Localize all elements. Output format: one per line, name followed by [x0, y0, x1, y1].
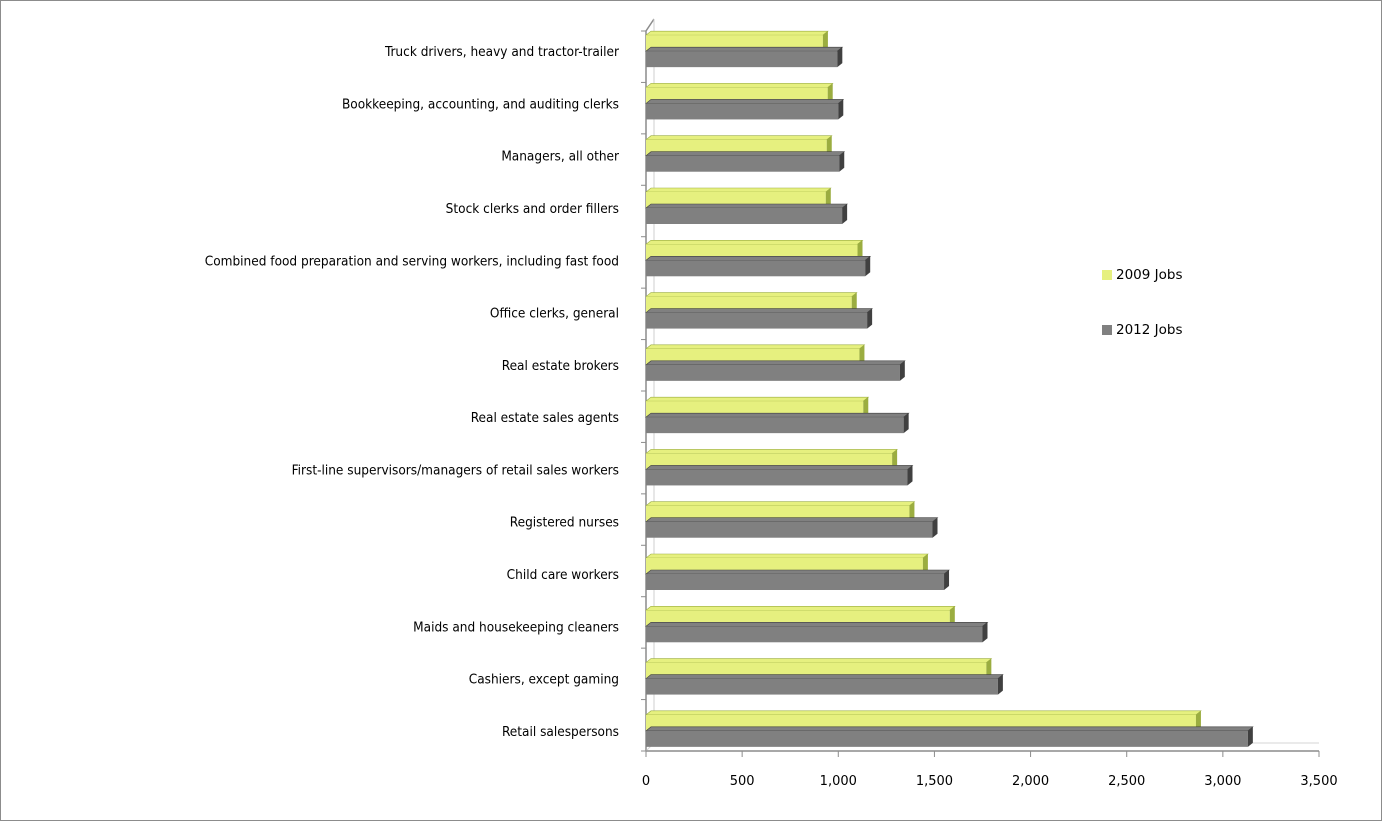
- bar-2012-7-side: [899, 360, 905, 381]
- bar-2012-6: [646, 417, 904, 434]
- bar-2012-10: [646, 208, 843, 224]
- bar-2012-12-top: [645, 99, 845, 104]
- bar-2012-10-side: [842, 204, 848, 224]
- bar-2009-8-side: [851, 292, 857, 313]
- legend-label-2012: 2012 Jobs: [1116, 322, 1183, 338]
- bar-2012-3: [646, 574, 945, 590]
- bar-2012-8-side: [867, 308, 873, 329]
- x-tick-label: 500: [730, 774, 755, 789]
- category-label: First-line supervisors/managers of retai…: [292, 462, 619, 478]
- bar-2009-7-side: [859, 344, 865, 365]
- bar-2012-12: [646, 103, 839, 120]
- bar-2009-2-side: [949, 606, 955, 627]
- category-label: Managers, all other: [501, 149, 619, 165]
- x-tick-label: 0: [642, 774, 650, 789]
- category-label: Combined food preparation and serving wo…: [205, 253, 619, 269]
- x-tick-label: 1,500: [916, 774, 953, 789]
- bar-2012-8-top: [645, 308, 873, 313]
- category-label: Child care workers: [507, 567, 619, 583]
- bar-2012-5: [646, 469, 908, 486]
- category-label: Office clerks, general: [490, 306, 619, 322]
- bar-2012-9-side: [865, 256, 871, 277]
- bar-2009-12-top: [645, 83, 834, 88]
- bar-2012-4: [646, 521, 933, 538]
- category-label: Maids and housekeeping cleaners: [413, 619, 619, 635]
- category-label: Stock clerks and order fillers: [446, 201, 619, 217]
- x-tick-label: 2,000: [1012, 774, 1049, 789]
- bar-2012-6-top: [645, 412, 910, 418]
- bar-2012-9-top: [645, 255, 872, 261]
- bar-2012-5-top: [645, 465, 914, 470]
- legend-swatch-2009: [1102, 270, 1112, 280]
- bar-2009-0-top: [645, 710, 1202, 716]
- bar-2012-0-side: [1247, 726, 1253, 747]
- bar-2009-8-top: [645, 292, 858, 297]
- bar-2012-13: [646, 51, 838, 68]
- legend-label-2009: 2009 Jobs: [1116, 267, 1183, 283]
- bar-2009-0-side: [1195, 710, 1201, 731]
- bar-2009-5-top: [645, 449, 898, 454]
- bar-2009-4-side: [909, 501, 915, 522]
- bar-2009-12-side: [827, 83, 833, 104]
- bar-2009-5-side: [892, 449, 898, 470]
- bar-2009-10-top: [645, 187, 832, 193]
- bar-2012-2-top: [645, 621, 989, 627]
- bar-2009-13-top: [645, 30, 829, 36]
- bar-2012-3-top: [645, 569, 950, 575]
- bar-2012-10-top: [645, 203, 848, 209]
- bar-2012-13-side: [837, 47, 843, 68]
- bar-2009-9-side: [857, 240, 863, 261]
- x-tick-label: 2,500: [1108, 774, 1145, 789]
- bar-2009-3-side: [922, 554, 928, 574]
- category-label: Truck drivers, heavy and tractor-trailer: [384, 44, 619, 60]
- bar-2012-7: [646, 364, 900, 381]
- bar-2012-8: [646, 312, 868, 329]
- bar-2012-1: [646, 678, 998, 695]
- bar-2012-11: [646, 155, 840, 172]
- category-label: Real estate brokers: [502, 358, 619, 374]
- bar-2012-11-top: [645, 151, 846, 157]
- bar-2012-4-side: [932, 517, 938, 538]
- category-label: Cashiers, except gaming: [469, 672, 619, 688]
- bar-2009-11-top: [645, 135, 833, 141]
- bar-2012-12-side: [838, 99, 844, 120]
- bar-2009-10-side: [825, 188, 831, 208]
- bar-2012-3-side: [944, 570, 950, 590]
- bar-2012-5-side: [907, 465, 913, 486]
- x-tick-label: 1,000: [820, 774, 857, 789]
- x-tick-label: 3,000: [1204, 774, 1241, 789]
- bar-2012-7-top: [645, 360, 906, 366]
- bar-2012-6-side: [903, 413, 909, 434]
- bar-2009-7-top: [645, 344, 866, 350]
- legend-swatch-2012: [1102, 325, 1112, 335]
- category-label: Real estate sales agents: [471, 410, 619, 426]
- bar-2012-9: [646, 260, 866, 277]
- bar-2012-2-side: [982, 622, 988, 643]
- bar-2012-0: [646, 730, 1248, 747]
- category-label: Registered nurses: [510, 515, 619, 531]
- category-label: Retail salespersons: [502, 724, 619, 740]
- bar-2009-6-side: [863, 397, 869, 418]
- bar-2012-13-top: [645, 46, 844, 52]
- bar-2012-2: [646, 626, 983, 643]
- x-tick-label: 3,500: [1300, 774, 1337, 789]
- category-label: Bookkeeping, accounting, and auditing cl…: [342, 96, 619, 112]
- bar-2009-3-top: [645, 553, 929, 559]
- bar-2009-13-side: [822, 31, 828, 52]
- bar-2009-1-side: [986, 658, 992, 679]
- bar-2012-4-top: [645, 517, 939, 523]
- bar-2012-0-top: [645, 726, 1254, 732]
- bar-2009-6-top: [645, 396, 870, 402]
- bar-2009-11-side: [826, 135, 832, 156]
- bar-2012-11-side: [839, 151, 845, 172]
- bar-2009-4-top: [645, 501, 916, 507]
- bar-2012-1-top: [645, 674, 1004, 679]
- bar-2012-1-side: [997, 674, 1003, 695]
- bar-2009-2-top: [645, 605, 956, 611]
- bar-2009-1-top: [645, 658, 993, 663]
- bar-2009-9-top: [645, 239, 864, 245]
